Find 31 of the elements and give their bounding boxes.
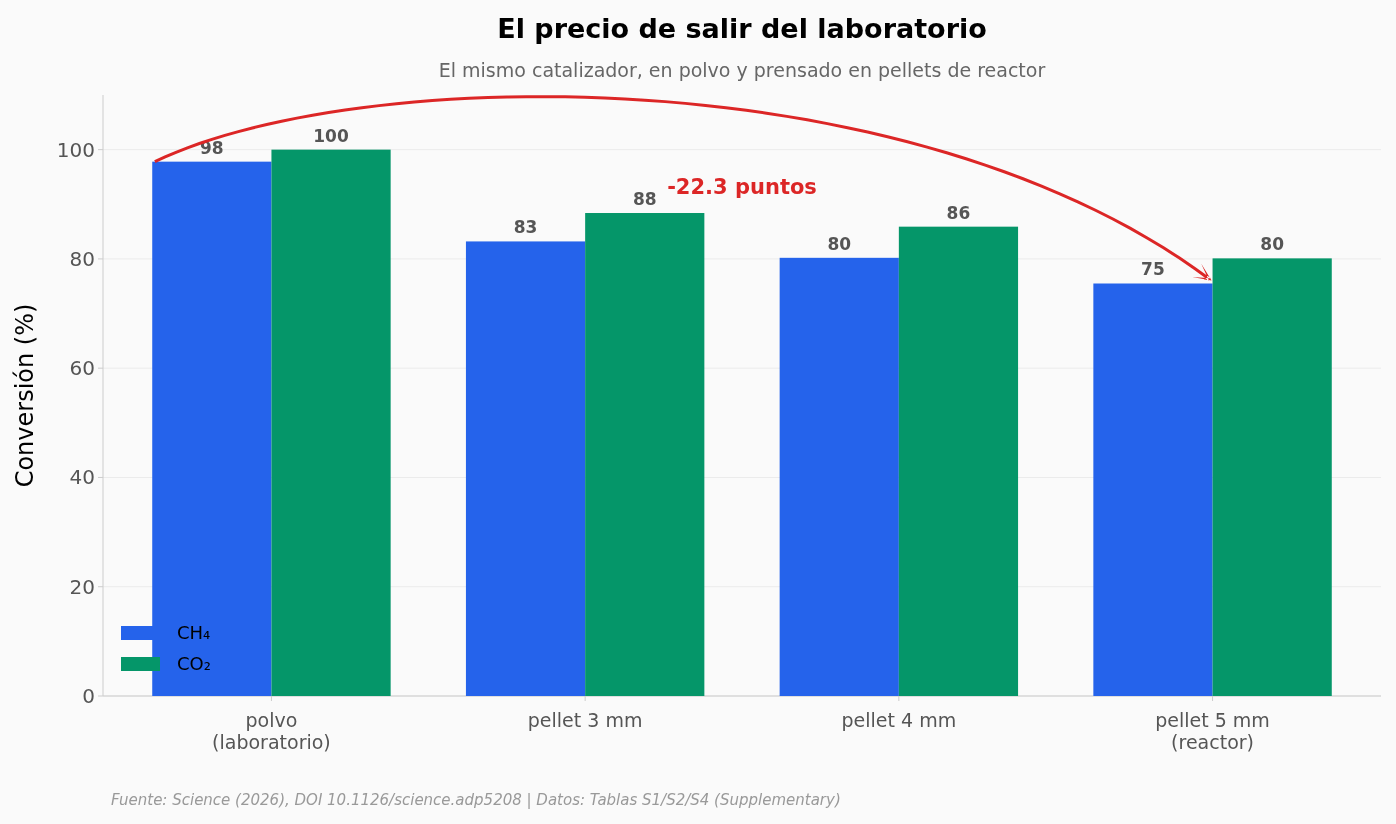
data-label: 86 bbox=[946, 202, 971, 223]
x-tick-label: polvo (laboratorio) bbox=[212, 709, 331, 753]
y-tick-label: 100 bbox=[56, 137, 95, 162]
bar bbox=[1093, 283, 1213, 696]
bar bbox=[271, 149, 391, 696]
x-tick-label: pellet 4 mm bbox=[841, 709, 957, 731]
x-tick-label: pellet 3 mm bbox=[527, 709, 643, 731]
bar bbox=[779, 257, 899, 696]
chart-title: El precio de salir del laboratorio bbox=[497, 13, 987, 44]
legend-label: CO₂ bbox=[177, 653, 211, 674]
annotation: -22.3 puntos bbox=[667, 175, 817, 199]
y-tick-label: 20 bbox=[69, 574, 95, 599]
chart-subtitle: El mismo catalizador, en polvo y prensado en pellets de reactor bbox=[438, 59, 1046, 81]
bar bbox=[585, 213, 705, 696]
data-label: 75 bbox=[1141, 259, 1165, 280]
bar bbox=[1212, 258, 1332, 696]
source-note: Fuente: Science (2026), DOI 10.1126/science.adp5208 | Datos: Tablas S1/S2/S4 (Supplementary) bbox=[111, 791, 841, 809]
y-tick-label: 80 bbox=[69, 246, 95, 271]
bar bbox=[465, 241, 586, 696]
y-tick-label: 0 bbox=[82, 684, 95, 708]
data-label: 88 bbox=[632, 189, 657, 210]
data-label: 80 bbox=[827, 233, 852, 254]
legend-label: CH₄ bbox=[177, 622, 211, 643]
y-tick-label: 40 bbox=[69, 465, 95, 490]
y-axis-title: Conversión (%) bbox=[11, 303, 39, 488]
data-label: 83 bbox=[513, 217, 538, 238]
bar bbox=[898, 226, 1019, 696]
y-tick-label: 60 bbox=[69, 356, 95, 381]
data-label: 100 bbox=[313, 125, 349, 146]
data-label: 80 bbox=[1260, 234, 1285, 255]
x-tick-label: pellet 5 mm (reactor) bbox=[1155, 709, 1270, 753]
